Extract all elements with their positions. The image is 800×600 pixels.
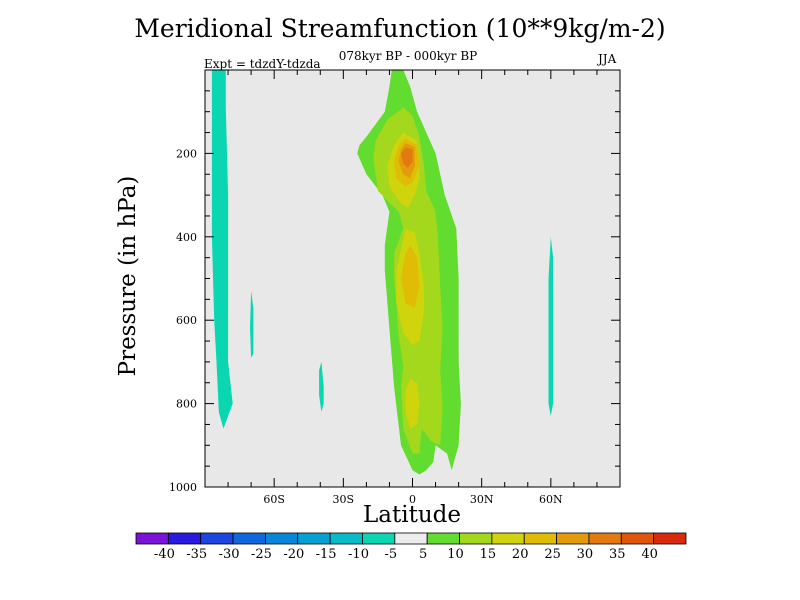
colorbar-label: 20: [512, 547, 529, 562]
y-tick-label: 1000: [169, 481, 197, 494]
chart-title: Meridional Streamfunction (10**9kg/m-2): [134, 14, 666, 43]
contour-region-15to20-8: [405, 378, 420, 429]
contour-region--10to-5-0: [211, 70, 233, 429]
colorbar-swatch: [135, 532, 169, 545]
experiment-label: Expt = tdzdY-tdzda: [204, 57, 321, 71]
colorbar-swatch: [588, 532, 622, 545]
colorbar-label: 25: [544, 547, 561, 562]
colorbar-label: -20: [283, 547, 304, 562]
contour-regions: [211, 70, 554, 475]
y-tick-label: 600: [176, 314, 197, 327]
y-tick-label: 200: [176, 147, 197, 160]
x-tick-label: 0: [409, 493, 416, 506]
colorbar-label: 5: [419, 547, 427, 562]
y-tick-label: 800: [176, 398, 197, 411]
colorbar-swatch: [394, 532, 428, 545]
colorbar-label: -15: [316, 547, 337, 562]
colorbar-swatch: [523, 532, 557, 545]
x-axis-label: Latitude: [363, 502, 461, 528]
contour-region--10to-5-3: [548, 236, 554, 417]
colorbar-label: -25: [251, 547, 272, 562]
colorbar-label: 15: [480, 547, 497, 562]
colorbar-swatch: [459, 532, 493, 545]
colorbar-swatch: [362, 532, 396, 545]
colorbar-swatch: [653, 532, 687, 545]
colorbar-swatch: [329, 532, 363, 545]
x-tick-label: 30S: [333, 493, 355, 506]
colorbar-swatch: [200, 532, 234, 545]
colorbar-label: -40: [154, 547, 175, 562]
colorbar-swatch: [491, 532, 525, 545]
chart-subtitle: 078kyr BP - 000kyr BP: [338, 49, 478, 63]
x-tick-label: 60S: [263, 493, 285, 506]
colorbar-swatch: [167, 532, 202, 545]
x-tick-label: 60N: [539, 493, 563, 506]
colorbar-label: -5: [384, 547, 397, 562]
season-label: JJA: [598, 52, 617, 66]
colorbar-label: 35: [609, 547, 626, 562]
colorbar-label: 10: [447, 547, 464, 562]
colorbar-label: -30: [219, 547, 240, 562]
y-tick-label: 400: [176, 231, 197, 244]
colorbar-swatch: [297, 532, 331, 545]
contour-region-30to35-12: [401, 147, 413, 168]
colorbar-swatch: [265, 532, 299, 545]
colorbar-swatch: [556, 532, 590, 545]
colorbar-label: -10: [348, 547, 369, 562]
contour-region-20to25-10: [401, 245, 420, 308]
contour-region--10to-5-1: [250, 291, 254, 358]
colorbar-label: 30: [577, 547, 594, 562]
axis-ticks: 60S 30S 0 30N 60N 200 400 600 800 1000: [169, 70, 620, 506]
colorbar-label: 40: [641, 547, 658, 562]
colorbar-swatch: [620, 532, 655, 545]
colorbar-swatch: [232, 532, 266, 545]
colorbar: -40 -35 -30 -25 -20 -15 -10 -5 5 10 15 20 25 30 35 40: [135, 532, 687, 562]
contour-region--10to-5-2: [319, 361, 324, 412]
colorbar-swatch: [426, 532, 460, 545]
x-tick-label: 30N: [470, 493, 494, 506]
colorbar-label: -35: [186, 547, 207, 562]
